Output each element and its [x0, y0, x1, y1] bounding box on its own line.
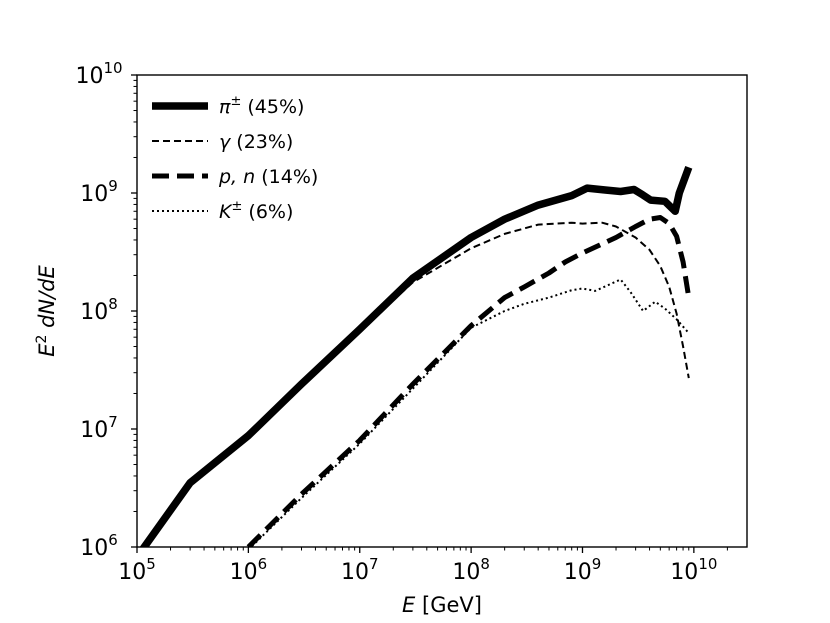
legend-label-pi: π± (45%) — [219, 94, 304, 118]
legend: π± (45%) γ (23%) p, n (14%) K± (6%) — [152, 94, 318, 223]
series-layer — [139, 165, 693, 547]
series-line-pi — [139, 165, 693, 547]
x-tick-label: 107 — [341, 555, 379, 585]
legend-label-kaon: K± (6%) — [219, 199, 293, 223]
y-axis: 106 107 108 109 1010 — [75, 59, 137, 561]
y-axis-label: E2 dN/dE — [34, 264, 59, 356]
y-tick-label: 108 — [80, 295, 118, 325]
series-line-nucleon — [246, 215, 692, 547]
legend-label-gamma: γ (23%) — [219, 131, 293, 153]
x-tick-label: 105 — [118, 555, 156, 585]
x-axis: 105 106 107 108 109 1010 — [118, 547, 728, 585]
y-tick-label: 1010 — [75, 59, 122, 89]
legend-label-nucleon: p, n (14%) — [218, 166, 318, 188]
x-tick-label: 108 — [452, 555, 490, 585]
series-line-gamma — [144, 221, 690, 547]
y-tick-label: 106 — [80, 531, 118, 561]
x-tick-label: 106 — [230, 555, 268, 585]
y-tick-label: 107 — [80, 413, 118, 443]
x-tick-label: 109 — [564, 555, 602, 585]
x-tick-label: 1010 — [670, 555, 717, 585]
y-tick-label: 109 — [80, 177, 118, 207]
x-axis-label: E [GeV] — [402, 593, 482, 617]
